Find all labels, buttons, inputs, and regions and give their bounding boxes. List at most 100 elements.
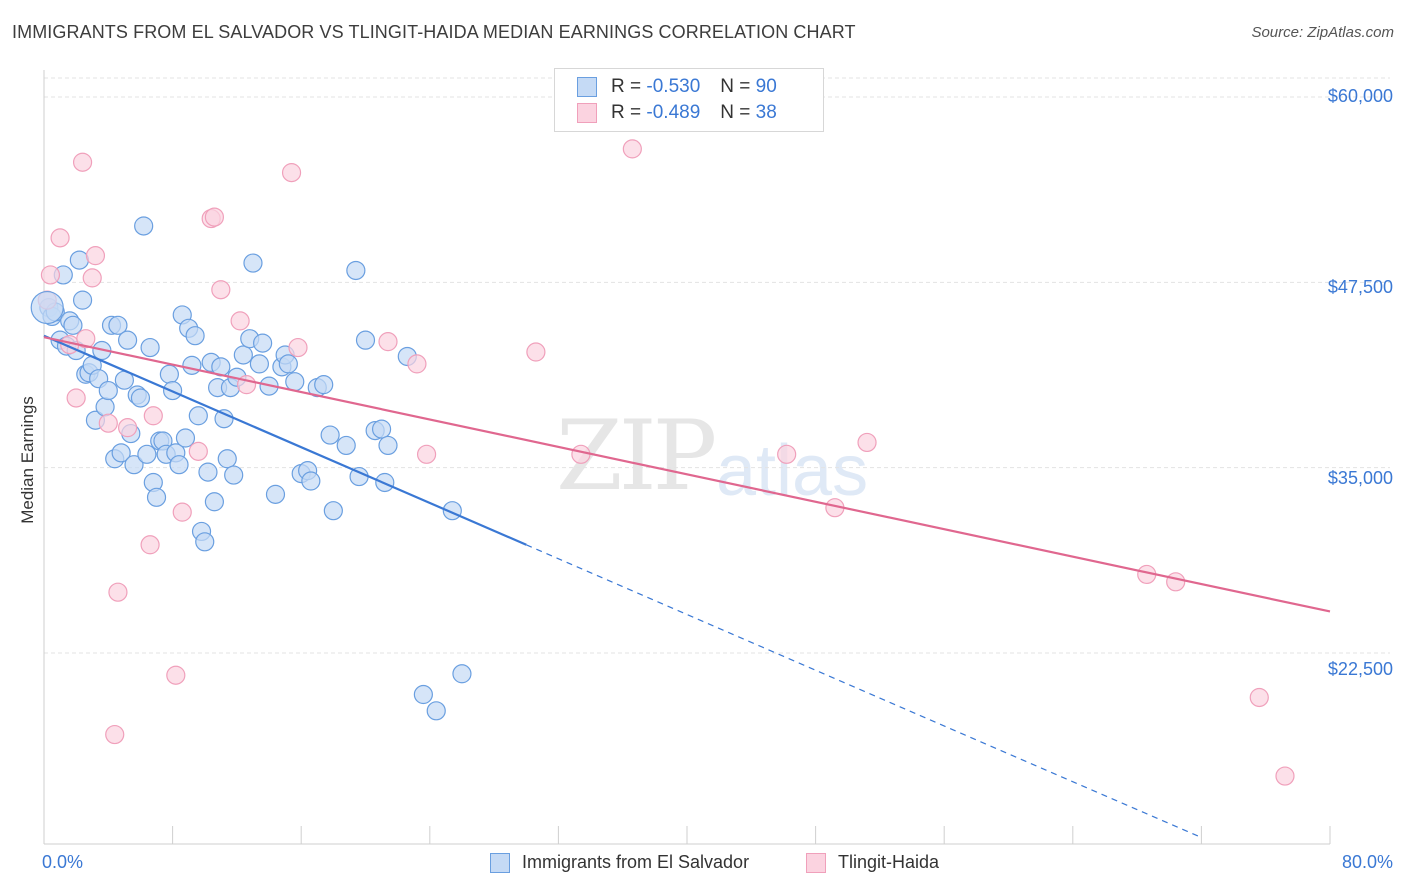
el-salvador-point <box>217 449 237 469</box>
legend-n-value: 90 <box>755 76 777 97</box>
tlingit-haida-point <box>288 337 308 358</box>
el-salvador-point <box>301 471 321 491</box>
tlingit-haida-point <box>211 280 231 300</box>
tlingit-haida-point <box>172 502 192 522</box>
tlingit-haida-point <box>416 444 437 464</box>
el-salvador-point <box>346 260 366 281</box>
tlingit-haida-point <box>230 311 250 331</box>
y-axis-label: Median Earnings <box>18 396 37 524</box>
el-salvador-point <box>233 345 253 365</box>
tlingit-haida-point <box>82 268 102 288</box>
y-tick-label: $22,500 <box>1327 659 1393 679</box>
el-salvador-point <box>108 315 128 335</box>
el-salvador-point <box>182 355 202 375</box>
el-salvador-point <box>72 290 93 310</box>
tlingit-haida-point <box>571 444 591 464</box>
el-salvador-point <box>320 425 340 445</box>
chart-title: IMMIGRANTS FROM EL SALVADOR VS TLINGIT-H… <box>12 22 856 42</box>
el-salvador-point <box>278 354 298 374</box>
tlingit-haida-point <box>98 413 118 433</box>
el-salvador-point <box>95 397 115 417</box>
tlingit-haida-point <box>378 332 398 352</box>
el-salvador-point <box>249 354 270 374</box>
el-salvador-point <box>98 380 118 401</box>
el-salvador-trend-line <box>43 334 527 546</box>
legend-n-label: N = <box>720 102 751 123</box>
el-salvador-point <box>265 484 286 504</box>
tlingit-haida-point <box>85 246 106 266</box>
el-salvador-point <box>111 443 131 463</box>
legend-swatch-blue <box>577 77 597 97</box>
el-salvador-trend-extension <box>526 544 1202 838</box>
el-salvador-point <box>243 253 263 273</box>
el-salvador-point <box>285 372 305 392</box>
el-salvador-point <box>204 492 224 512</box>
tlingit-haida-point <box>622 139 642 159</box>
legend-swatch-blue <box>490 852 510 873</box>
el-salvador-point <box>253 333 273 353</box>
x-axis-min-label: 0.0% <box>42 852 84 872</box>
legend-n-value: 38 <box>755 102 777 123</box>
legend-series-name: Tlingit-Haida <box>838 852 940 872</box>
el-salvador-point <box>413 684 433 705</box>
el-salvador-point <box>336 435 356 456</box>
tlingit-haida-point <box>117 418 138 438</box>
legend-swatch-pink <box>806 852 826 873</box>
el-salvador-point <box>185 326 205 346</box>
bottom-legend-tlingit-haida: Tlingit-Haida <box>806 852 939 873</box>
bottom-legend-el-salvador: Immigrants from El Salvador <box>490 852 749 873</box>
tlingit-haida-point <box>72 152 93 172</box>
el-salvador-point <box>140 337 160 358</box>
y-tick-label: $35,000 <box>1327 468 1393 488</box>
el-salvador-point <box>137 444 157 464</box>
legend-r-label: R = <box>611 76 642 97</box>
el-salvador-point <box>355 330 376 350</box>
tlingit-haida-point <box>50 228 70 248</box>
tlingit-haida-point <box>40 265 61 285</box>
el-salvador-point <box>63 315 83 335</box>
source-credit: Source: ZipAtlas.com <box>1251 24 1394 41</box>
el-salvador-point <box>188 406 208 426</box>
legend-row-tlingit-haida: R = -0.489 N = 38 <box>577 100 777 126</box>
tlingit-haida-point <box>108 582 128 602</box>
legend-row-el-salvador: R = -0.530 N = 90 <box>577 74 777 100</box>
tlingit-haida-point <box>857 432 877 453</box>
legend-series-name: Immigrants from El Salvador <box>522 852 750 872</box>
el-salvador-point <box>371 419 392 439</box>
el-salvador-point <box>159 364 179 384</box>
el-salvador-point <box>130 388 151 408</box>
tlingit-haida-point <box>407 354 427 374</box>
stats-legend: R = -0.530 N = 90 R = -0.489 N = 38 <box>554 68 824 132</box>
el-salvador-point <box>195 532 215 552</box>
el-salvador-point <box>214 409 234 429</box>
legend-swatch-pink <box>577 103 597 123</box>
tlingit-haida-point <box>66 388 86 408</box>
tlingit-haida-point <box>143 406 163 426</box>
tlingit-haida-point <box>105 724 125 745</box>
el-salvador-point <box>124 455 144 475</box>
legend-n-label: N = <box>720 76 751 97</box>
el-salvador-point <box>452 664 472 684</box>
tlingit-haida-point <box>204 207 224 227</box>
tlingit-haida-point <box>1275 766 1295 786</box>
tlingit-haida-point <box>140 535 160 555</box>
el-salvador-point <box>169 455 189 475</box>
tlingit-haida-point <box>166 665 186 685</box>
el-salvador-point <box>426 701 446 721</box>
el-salvador-point <box>69 250 89 270</box>
el-salvador-point <box>198 462 218 482</box>
legend-r-value: -0.489 <box>646 102 701 123</box>
el-salvador-point <box>378 435 398 456</box>
tlingit-haida-point <box>1249 687 1269 708</box>
el-salvador-point <box>175 428 196 448</box>
el-salvador-point <box>117 330 138 350</box>
el-salvador-point <box>314 375 334 395</box>
tlingit-haida-point <box>526 342 546 362</box>
y-tick-label: $60,000 <box>1327 86 1393 106</box>
y-tick-label: $47,500 <box>1327 277 1393 297</box>
el-salvador-point <box>323 501 343 521</box>
el-salvador-point <box>134 216 154 236</box>
tlingit-haida-point <box>281 163 302 183</box>
tlingit-haida-trend-line <box>43 336 1331 613</box>
